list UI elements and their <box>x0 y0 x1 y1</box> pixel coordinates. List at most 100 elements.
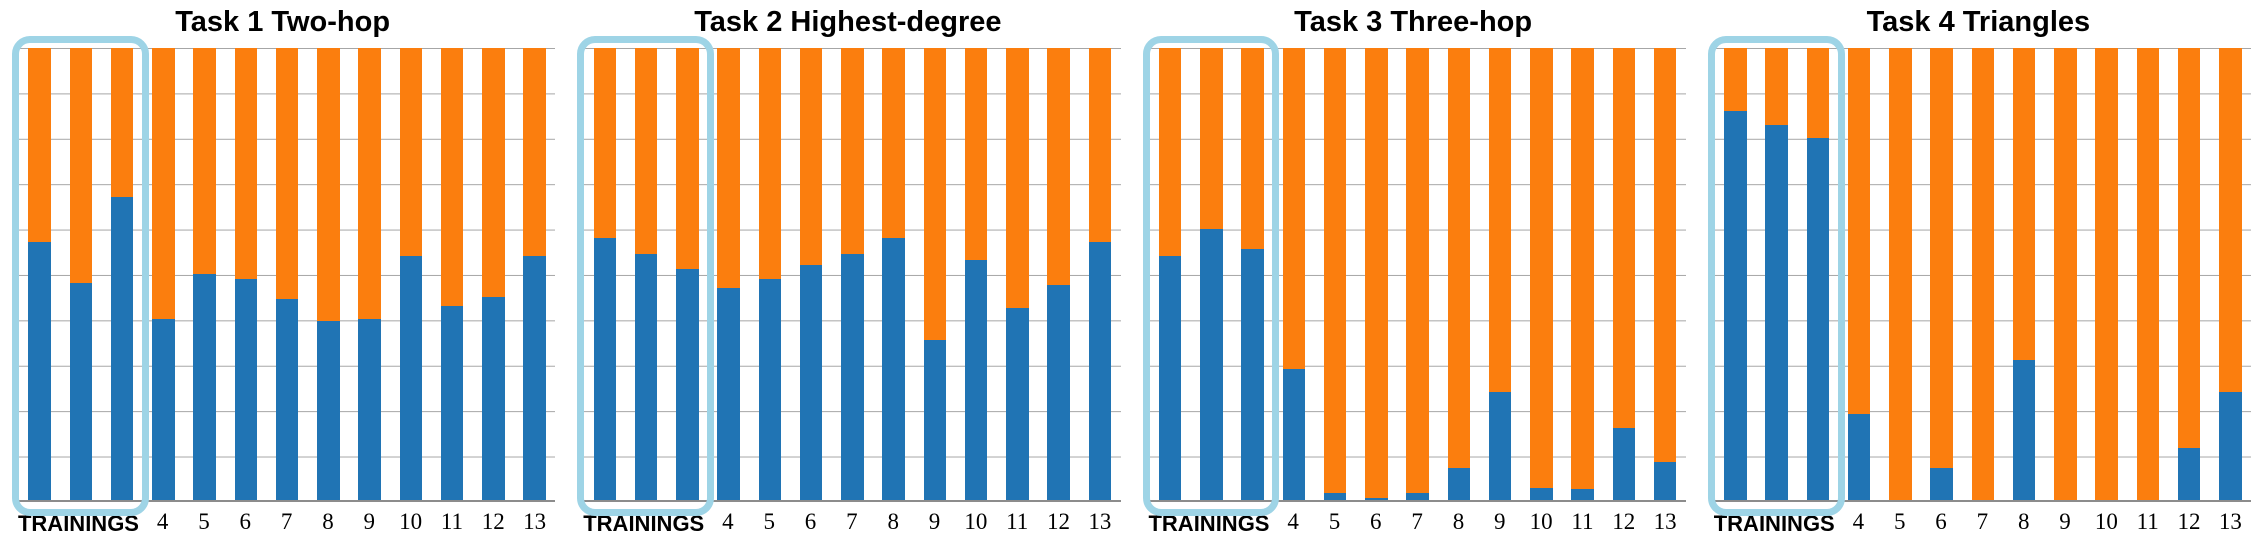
blue-segment <box>1653 461 1677 500</box>
trainings-group-label: TRAININGS <box>583 511 705 536</box>
x-tick-label-10: 10 <box>399 509 423 534</box>
stacked-bar-6 <box>1930 48 1953 500</box>
x-tick-label-7: 7 <box>1411 509 1423 534</box>
bar-slot-8 <box>2004 48 2045 500</box>
stacked-bar-12 <box>1047 48 1070 500</box>
orange-segment <box>234 48 257 279</box>
stacked-bar-Training 2 <box>1765 48 1788 500</box>
chart-title: Task 1 Two-hop <box>175 6 391 38</box>
x-tick-label-6: 6 <box>239 509 252 534</box>
stacked-bar-11 <box>2136 48 2159 500</box>
orange-segment <box>1765 48 1788 125</box>
orange-segment <box>799 48 823 265</box>
orange-segment <box>634 48 658 254</box>
chart-title: Task 3 Three-hop <box>1294 6 1533 38</box>
bar-slot-6 <box>1921 48 1962 500</box>
x-axis-labels: TRAININGS 4 5 6 7 8 9 10 11 12 13 <box>1148 505 1686 550</box>
orange-segment <box>1006 48 1029 308</box>
orange-segment <box>2095 48 2118 500</box>
trainings-group-label: TRAININGS <box>1148 511 1270 536</box>
x-tick-label-9: 9 <box>1494 509 1506 534</box>
plot-area <box>12 36 556 516</box>
blue-segment <box>1323 493 1347 500</box>
stacked-bar-5 <box>758 48 781 500</box>
bar-slot-Training 2 <box>60 48 101 500</box>
blue-segment <box>1447 468 1470 500</box>
stacked-bar-Training 1 <box>1724 48 1747 500</box>
bar-slot-9 <box>1480 48 1521 500</box>
stacked-bar-8 <box>317 48 340 500</box>
bar-slot-7 <box>267 48 308 500</box>
stacked-bar-10 <box>964 48 988 500</box>
x-tick-labels: 4 5 6 7 8 9 10 11 12 13 <box>707 509 1120 535</box>
bar-slot-8 <box>873 48 914 500</box>
orange-segment <box>1406 48 1429 494</box>
blue-segment <box>1158 255 1182 500</box>
orange-segment <box>275 48 299 299</box>
x-tick-label-11: 11 <box>1006 509 1029 534</box>
blue-segment <box>523 255 546 500</box>
chart-panel-task1: Task 1 Two-hop TRAININGS 4 5 6 7 8 9 10 11 12 13 <box>0 0 565 557</box>
x-tick-label-8: 8 <box>2017 509 2030 534</box>
stacked-bar-10 <box>399 48 422 500</box>
blue-segment <box>399 255 422 500</box>
bar-slot-4 <box>1273 48 1314 500</box>
blue-segment <box>799 264 823 500</box>
bar-slot-10 <box>956 48 997 500</box>
orange-segment <box>1571 48 1594 490</box>
blue-segment <box>1488 391 1512 500</box>
blue-segment <box>275 298 299 500</box>
plot-area <box>1142 36 1686 516</box>
stacked-bar-7 <box>1971 48 1994 500</box>
bar-slot-Training 1 <box>1715 48 1756 500</box>
stacked-bar-4 <box>1282 48 1305 500</box>
x-tick-label-6: 6 <box>1370 509 1382 534</box>
stacked-bar-4 <box>717 48 740 500</box>
x-tick-label-7: 7 <box>1976 509 1989 534</box>
orange-segment <box>758 48 781 279</box>
x-tick-labels: 4 5 6 7 8 9 10 11 12 13 <box>1838 509 2251 535</box>
x-tick-label-13: 13 <box>1088 509 1112 534</box>
stacked-bar-13 <box>523 48 546 500</box>
bar-slot-9 <box>2045 48 2086 500</box>
x-tick-label-6: 6 <box>804 509 817 534</box>
chart-panel-task3: Task 3 Three-hop TRAININGS 4 5 6 7 8 9 10 11 12 1… <box>1131 0 1696 557</box>
stacked-bar-8 <box>1447 48 1470 500</box>
blue-segment <box>69 283 92 500</box>
x-axis-labels: TRAININGS 4 5 6 7 8 9 10 11 12 13 <box>1714 505 2251 550</box>
x-tick-label-4: 4 <box>156 509 169 534</box>
bar-slot-11 <box>432 48 473 500</box>
x-tick-label-5: 5 <box>1328 509 1341 534</box>
bar-slot-12 <box>473 48 514 500</box>
blue-segment <box>28 242 51 500</box>
stacked-bar-Training 1 <box>1158 48 1182 500</box>
bar-slot-7 <box>1397 48 1438 500</box>
x-tick-label-9: 9 <box>2059 509 2071 534</box>
x-tick-label-12: 12 <box>2177 509 2201 534</box>
chart-panel-task2: Task 2 Highest-degree TRAININGS 4 5 6 7 8 9 10… <box>565 0 1130 557</box>
x-tick-label-11: 11 <box>1571 509 1594 534</box>
blue-segment <box>482 296 505 500</box>
stacked-bar-Training 3 <box>110 48 134 500</box>
x-tick-label-11: 11 <box>2136 509 2159 534</box>
bars <box>19 48 555 500</box>
orange-segment <box>1806 48 1829 139</box>
bar-slot-12 <box>2169 48 2210 500</box>
bar-slot-11 <box>2127 48 2168 500</box>
bar-slot-9 <box>914 48 955 500</box>
blue-segment <box>440 305 464 500</box>
stacked-bar-13 <box>2219 48 2242 500</box>
blue-segment <box>923 339 946 500</box>
orange-segment <box>193 48 216 274</box>
blue-segment <box>1282 368 1305 500</box>
orange-segment <box>1653 48 1677 462</box>
x-tick-label-8: 8 <box>887 509 899 534</box>
blue-segment <box>717 287 740 500</box>
x-axis-labels: TRAININGS 4 5 6 7 8 9 10 11 12 13 <box>18 505 555 550</box>
stacked-bar-7 <box>1406 48 1429 500</box>
blue-segment <box>1365 497 1388 500</box>
orange-segment <box>593 48 616 238</box>
chart-panel-task4: Task 4 Triangles TRAININGS 4 5 6 7 8 9 10 11 12 1… <box>1696 0 2261 557</box>
trainings-group-label: TRAININGS <box>1713 511 1835 536</box>
stacked-bar-Training 2 <box>69 48 92 500</box>
